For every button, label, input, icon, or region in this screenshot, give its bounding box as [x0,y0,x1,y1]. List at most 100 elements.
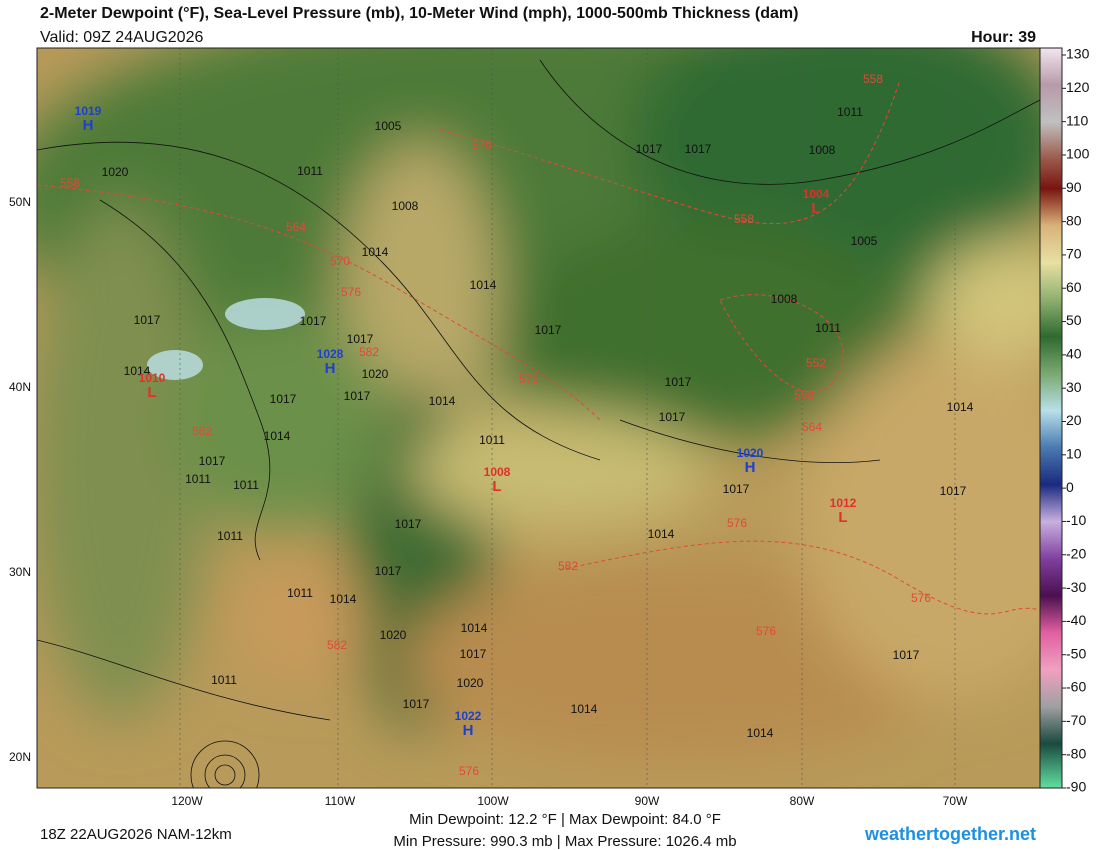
isobar-label: 1017 [403,697,430,711]
isobar-label: 1017 [636,142,663,156]
lat-label: 50N [9,195,31,209]
center-letter: L [147,384,156,401]
thickness-label: 558 [863,72,883,86]
isobar-label: 1005 [375,119,402,133]
thickness-label: 552 [806,356,826,370]
colorbar-label: 0 [1066,479,1074,495]
thickness-label: 558 [734,212,754,226]
colorbar-label: 90 [1066,179,1082,195]
pressure-range: Min Pressure: 990.3 mb | Max Pressure: 1… [393,833,736,850]
isobar-label: 1017 [375,564,402,578]
isobar-label: 1014 [429,394,456,408]
isobar-label: 1017 [659,410,686,424]
thickness-label: 582 [558,559,578,573]
thickness-label: 576 [727,516,747,530]
colorbar-label: 20 [1066,412,1082,428]
center-letter: L [811,200,820,217]
isobar-label: 1011 [815,321,841,335]
lon-label: 120W [171,794,203,808]
lat-label: 20N [9,750,31,764]
lon-label: 110W [325,794,356,808]
isobar-label: 1017 [199,454,226,468]
isobar-label: 1011 [211,673,237,687]
isobar-label: 1017 [893,648,920,662]
colorbar-label: -20 [1066,545,1086,561]
thickness-label: 582 [192,424,212,438]
colorbar-label: 110 [1066,112,1089,128]
isobar-label: 1014 [648,527,675,541]
thickness-label: 576 [459,764,479,778]
model-run: 18Z 22AUG2026 NAM-12km [40,826,232,843]
isobar-label: 1017 [665,375,692,389]
map [37,48,1040,788]
colorbar-label: 10 [1066,446,1082,462]
isobar-label: 1020 [380,628,407,642]
isobar-label: 1008 [809,143,836,157]
isobar-label: 1008 [392,199,419,213]
colorbar-label: 80 [1066,212,1082,228]
isobar-label: 1017 [270,392,297,406]
isobar-label: 1014 [947,400,974,414]
center-letter: H [325,360,336,377]
colorbar-label: 130 [1066,46,1090,62]
thickness-label: 564 [286,220,306,234]
lat-label: 30N [9,565,31,579]
thickness-label: 558 [60,176,80,190]
center-letter: H [463,722,474,739]
isobar-label: 1017 [395,517,422,531]
lon-label: 90W [635,794,660,808]
thickness-label: 576 [519,372,539,386]
isobar-label: 1017 [344,389,371,403]
isobar-label: 1017 [723,482,750,496]
isobar-label: 1014 [330,592,357,606]
isobar-label: 1014 [264,429,291,443]
center-letter: H [83,117,94,134]
isobar-label: 1011 [233,478,259,492]
lon-label: 100W [477,794,509,808]
isobar-label: 1017 [347,332,374,346]
isobar-label: 1005 [851,234,878,248]
center-letter: L [838,509,847,526]
isobar-label: 1014 [470,278,497,292]
lat-label: 40N [9,380,31,394]
isobar-label: 1011 [287,586,313,600]
isobar-label: 1011 [297,164,323,178]
isobar-label: 1020 [102,165,129,179]
colorbar-label: -80 [1066,745,1086,761]
thickness-label: 570 [472,138,492,152]
colorbar-label: -40 [1066,612,1086,628]
colorbar-label: 50 [1066,312,1082,328]
colorbar [1039,47,1063,789]
center-value: 1004 [803,187,830,201]
center-value: 1019 [75,104,102,118]
forecast-hour: Hour: 39 [971,29,1036,46]
title: 2-Meter Dewpoint (°F), Sea-Level Pressur… [40,5,798,22]
center-value: 1020 [737,446,764,460]
isobar-label: 1017 [940,484,967,498]
isobar-label: 1017 [134,313,161,327]
thickness-label: 558 [794,388,814,402]
isobar-label: 1014 [571,702,598,716]
colorbar-label: -10 [1066,512,1086,528]
isobar-label: 1020 [457,676,484,690]
thickness-label: 576 [341,285,361,299]
colorbar-label: -50 [1066,645,1086,661]
colorbar-label: -60 [1066,679,1086,695]
thickness-label: 564 [802,420,822,434]
thickness-label: 582 [359,345,379,359]
isobar-label: 1017 [535,323,562,337]
site-link[interactable]: weathertogether.net [864,824,1036,844]
colorbar-label: -90 [1066,779,1086,795]
center-value: 1022 [455,709,482,723]
isobar-label: 1011 [479,433,505,447]
isobar-label: 1020 [362,367,389,381]
isobar-label: 1014 [362,245,389,259]
isobar-label: 1011 [217,529,243,543]
isobar-label: 1011 [185,472,211,486]
thickness-label: 576 [756,624,776,638]
isobar-label: 1014 [747,726,774,740]
center-value: 1028 [317,347,344,361]
dewpoint-range: Min Dewpoint: 12.2 °F | Max Dewpoint: 84… [409,811,721,828]
isobar-label: 1014 [461,621,488,635]
